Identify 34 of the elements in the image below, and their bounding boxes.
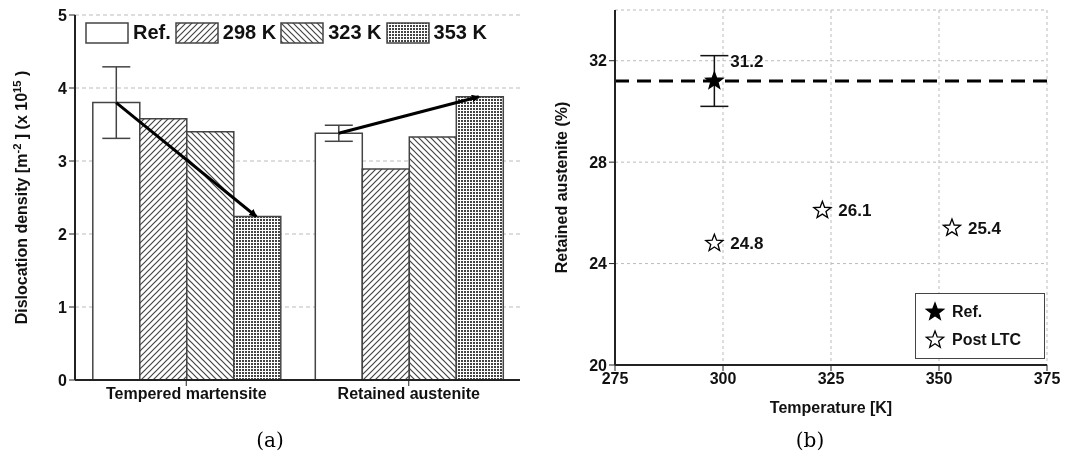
y-tick-label: 5	[58, 6, 68, 24]
point	[813, 200, 832, 219]
y-tick-label: 0	[58, 371, 68, 389]
point	[705, 71, 724, 89]
text: (a)	[255, 428, 285, 452]
legend-label: Ref.	[952, 303, 983, 321]
x-tick-label: Tempered martensite	[105, 385, 267, 403]
x-tick-label: 325	[817, 370, 845, 388]
legend-label: Post LTC	[952, 331, 1022, 349]
x-tick-label: 375	[1033, 370, 1061, 388]
y-tick-label: 3	[58, 152, 68, 170]
y-tick-label: 24	[589, 255, 608, 273]
x-tick-label: 350	[925, 370, 953, 388]
data-label: 25.4	[967, 219, 1002, 239]
legend-label: 298 K	[222, 21, 277, 44]
x-tick-label: 300	[709, 370, 737, 388]
y-tick-label: 32	[589, 52, 608, 70]
y-tick-label: 1	[58, 298, 68, 316]
data-label: 24.8	[730, 234, 764, 254]
legend-label: 353 K	[433, 21, 487, 44]
point	[705, 233, 724, 252]
text: (b)	[794, 428, 826, 452]
point	[942, 218, 962, 236]
y-axis-title: Retained austenite (%)	[553, 101, 570, 274]
x-axis-title: Temperature [K]	[769, 399, 893, 416]
data-label: 31.2	[730, 52, 764, 71]
x-tick-label: 275	[601, 370, 629, 388]
y-tick-label: 2	[58, 225, 68, 243]
legend-label: 323 K	[328, 21, 382, 44]
y-tick-label: 4	[58, 79, 68, 97]
data-label: 26.1	[838, 201, 872, 221]
x-tick-label: Retained austenite	[337, 385, 480, 403]
y-tick-label: 28	[589, 153, 608, 171]
legend-label: Ref.	[133, 21, 171, 44]
